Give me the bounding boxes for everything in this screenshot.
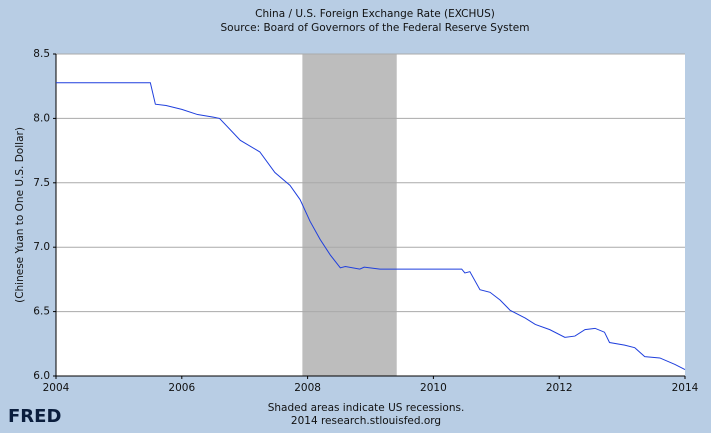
logo: FRED [8, 406, 61, 427]
x-tick-label: 2006 [168, 382, 195, 394]
chart-subtitle: Source: Board of Governors of the Federa… [221, 22, 530, 34]
footnote: Shaded areas indicate US recessions. [268, 402, 465, 414]
x-tick-label: 2014 [672, 382, 699, 394]
y-tick-label: 8.0 [33, 112, 50, 124]
y-tick-label: 8.5 [33, 48, 50, 60]
y-tick-label: 6.0 [33, 370, 50, 382]
x-tick-label: 2004 [43, 382, 70, 394]
y-tick-label: 6.5 [33, 306, 50, 318]
recession-band [302, 54, 397, 376]
x-tick-label: 2010 [420, 382, 447, 394]
y-tick-label: 7.0 [33, 241, 50, 253]
chart-title: China / U.S. Foreign Exchange Rate (EXCH… [255, 8, 495, 20]
y-axis-label: (Chinese Yuan to One U.S. Dollar) [14, 127, 26, 303]
data-line [56, 82, 686, 371]
y-tick-label: 7.5 [33, 177, 50, 189]
x-tick-label: 2012 [546, 382, 573, 394]
x-tick-label: 2008 [294, 382, 321, 394]
credit: 2014 research.stlouisfed.org [291, 415, 441, 427]
